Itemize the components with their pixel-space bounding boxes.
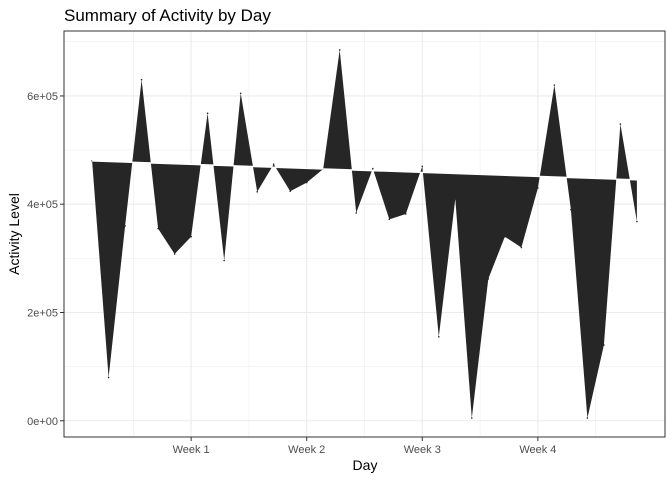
plot-panel: Week 1 Week 2 Week 3 Week 4 0e+00 2e+05 4e+05 6…: [27, 30, 666, 456]
data-point-day-2: [107, 376, 110, 379]
x-axis-title: Day: [353, 457, 378, 473]
trend-line: [92, 160, 637, 181]
y-tick-label-2: 4e+05: [27, 199, 58, 211]
data-point-day-31: [586, 417, 589, 419]
data-point-day-22: [437, 336, 440, 338]
data-point-day-4: [140, 78, 143, 81]
data-point-day-14: [305, 181, 308, 184]
data-point-day-24: [471, 417, 473, 419]
data-point-day-34: [636, 220, 638, 223]
data-point-day-12: [272, 163, 275, 165]
data-point-day-19: [388, 218, 391, 221]
data-point-day-28: [537, 187, 539, 189]
y-tick-label-1: 2e+05: [27, 307, 58, 319]
data-point-day-29: [553, 84, 556, 86]
data-point-day-11: [256, 190, 258, 193]
data-point-day-25: [487, 278, 490, 280]
x-tick-label-1: Week 2: [288, 444, 325, 456]
data-point-day-20: [404, 213, 407, 215]
y-tick-label-3: 6e+05: [27, 91, 58, 103]
data-point-day-3: [124, 225, 126, 227]
data-point-day-30: [570, 208, 572, 211]
data-point-day-13: [289, 190, 292, 193]
data-point-day-5: [157, 227, 159, 230]
data-point-day-16: [338, 49, 341, 51]
x-tick-label-2: Week 3: [404, 444, 441, 456]
data-point-day-33: [619, 123, 622, 125]
data-point-day-10: [239, 92, 242, 95]
x-tick-label-0: Week 1: [173, 444, 210, 456]
data-point-day-18: [371, 167, 374, 170]
data-point-day-27: [520, 246, 523, 249]
data-point-day-32: [603, 344, 605, 346]
data-point-day-8: [206, 112, 209, 115]
data-point-day-7: [190, 235, 192, 238]
y-axis-title: Activity Level: [6, 193, 22, 275]
data-point-day-6: [173, 253, 176, 255]
x-tick-label-3: Week 4: [519, 444, 556, 456]
data-point-day-21: [421, 165, 424, 168]
plot-border: [63, 30, 666, 438]
data-point-day-23: [454, 198, 457, 200]
data-point-day-17: [355, 212, 358, 214]
y-tick-label-0: 0e+00: [27, 416, 58, 428]
data-point-day-9: [223, 259, 225, 262]
data-point-day-26: [504, 235, 506, 238]
chart-title: Summary of Activity by Day: [64, 6, 271, 25]
